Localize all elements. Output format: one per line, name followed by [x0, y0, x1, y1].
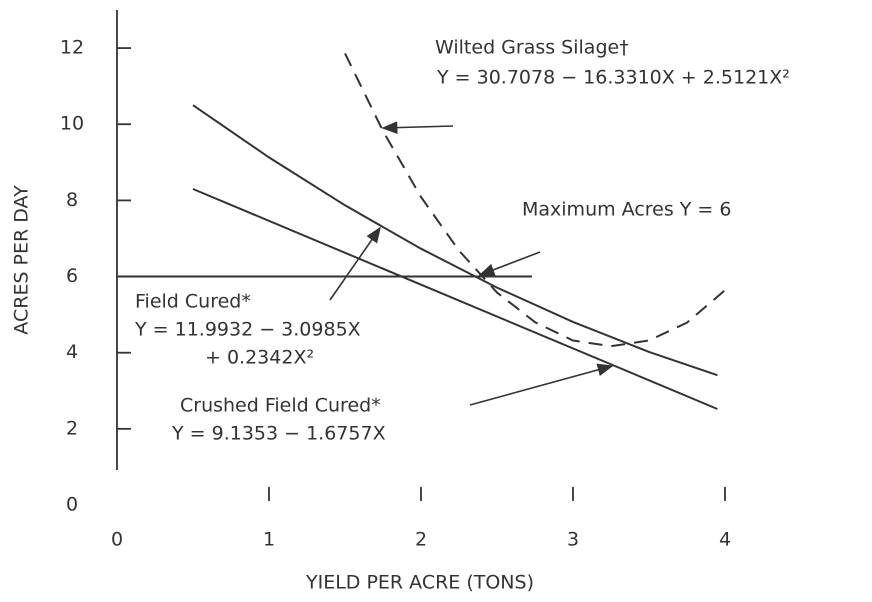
arrows — [329, 121, 614, 406]
arrow — [478, 251, 541, 276]
line — [192, 188, 718, 410]
series-label: Field Cured* — [135, 291, 251, 313]
x-tick-label: 1 — [263, 529, 275, 551]
x-tick-label: 0 — [111, 529, 123, 551]
y-tick-label: 8 — [66, 189, 78, 211]
x-tick-label: 3 — [567, 529, 579, 551]
x-tick-label: 2 — [415, 529, 427, 551]
y-tick-label: 0 — [66, 494, 78, 516]
arrow — [381, 121, 454, 134]
x-axis-label: YIELD PER ACRE (TONS) — [305, 572, 534, 594]
annotation: Y = 9.1353 − 1.6757X — [171, 423, 386, 445]
y-axis-label: ACRES PER DAY — [11, 185, 33, 335]
y-tick-label: 2 — [66, 417, 78, 439]
series-label: Crushed Field Cured* — [180, 395, 381, 417]
y-tick-label: 12 — [60, 37, 84, 59]
arrow — [329, 226, 381, 301]
annotation: Y = 30.7078 − 16.3310X + 2.5121X² — [436, 67, 790, 89]
series-label: Wilted Grass Silage† — [435, 37, 629, 59]
y-tick-label: 4 — [66, 341, 78, 363]
annotation: Y = 11.9932 − 3.0985X — [134, 319, 361, 341]
x-tick-label: 4 — [719, 529, 731, 551]
annotation: + 0.2342X² — [205, 347, 314, 369]
arrow — [469, 363, 614, 406]
y-tick-label: 6 — [66, 265, 78, 287]
y-tick-label: 10 — [60, 113, 84, 135]
series-label: Maximum Acres Y = 6 — [522, 199, 731, 221]
line — [192, 104, 718, 377]
line — [344, 52, 726, 348]
